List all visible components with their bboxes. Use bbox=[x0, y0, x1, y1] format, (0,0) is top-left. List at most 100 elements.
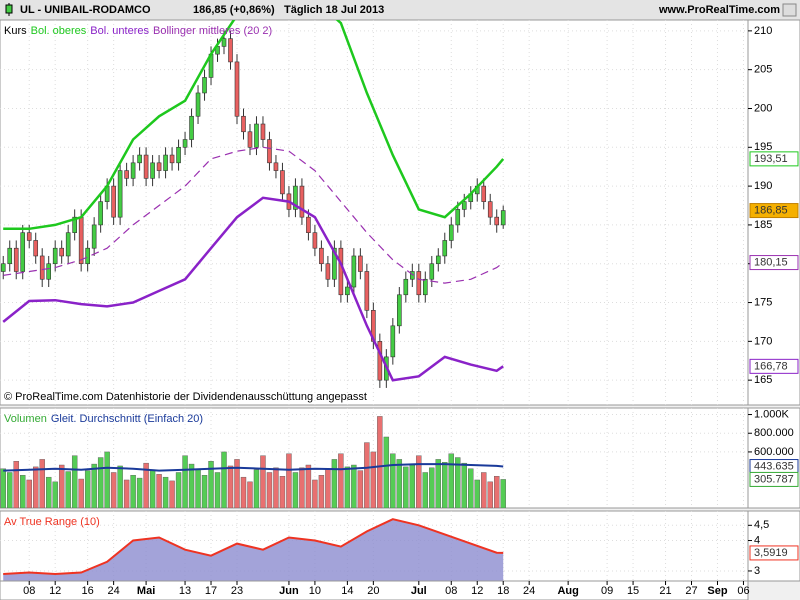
candle-body bbox=[299, 185, 305, 218]
y-tick-label: 170 bbox=[754, 335, 772, 347]
candle-body bbox=[358, 255, 363, 272]
volume-bar bbox=[338, 453, 344, 508]
candle-body bbox=[65, 232, 71, 257]
x-tick-label: 06 bbox=[737, 585, 749, 597]
volume-bar bbox=[273, 467, 279, 508]
candle-body bbox=[273, 162, 279, 171]
volume-bar bbox=[383, 436, 390, 508]
y-tick-label: 200 bbox=[754, 102, 772, 114]
volume-bar bbox=[234, 459, 240, 508]
value-marker bbox=[749, 151, 799, 167]
candle-body bbox=[280, 170, 285, 195]
candle-body bbox=[377, 341, 383, 381]
x-tick-label: 12 bbox=[471, 585, 483, 597]
volume-bar bbox=[455, 457, 461, 508]
candle-body bbox=[410, 271, 415, 280]
x-tick-label: 24 bbox=[523, 585, 535, 597]
volume-bar bbox=[494, 476, 500, 508]
candle-body bbox=[98, 201, 103, 226]
volume-bar bbox=[130, 475, 136, 508]
x-tick-label: 14 bbox=[341, 585, 353, 597]
volume-bar bbox=[403, 466, 409, 508]
candle-body bbox=[325, 263, 331, 280]
candle-body bbox=[345, 286, 350, 296]
volume-bar bbox=[33, 466, 39, 508]
y-tick-label: 205 bbox=[754, 64, 772, 76]
candle-body bbox=[448, 224, 454, 241]
volume-bar bbox=[357, 470, 364, 508]
volume-bar bbox=[188, 463, 195, 508]
volume-bar bbox=[487, 481, 493, 508]
candle-body bbox=[422, 278, 428, 296]
legend-entry: Kurs bbox=[4, 25, 27, 37]
volume-bar bbox=[39, 459, 45, 508]
candle-body bbox=[267, 139, 272, 164]
area-line bbox=[3, 518, 504, 576]
value-marker-label: 3,5919 bbox=[754, 547, 788, 559]
candle-body bbox=[487, 201, 493, 218]
candle-body bbox=[91, 224, 97, 249]
legend-entry: Bollinger mittleres (20 2) bbox=[153, 25, 272, 37]
plot bbox=[0, 20, 748, 405]
y-tick-label: 190 bbox=[754, 180, 772, 192]
volume-bar bbox=[279, 476, 286, 508]
volume-bar bbox=[247, 481, 253, 508]
menu-button[interactable] bbox=[782, 3, 797, 17]
volume-bar bbox=[104, 451, 110, 508]
y-tick-label: 185 bbox=[754, 219, 772, 231]
volume-bar bbox=[377, 416, 383, 508]
y-tick-label: 4 bbox=[754, 534, 760, 546]
candle-body bbox=[182, 139, 188, 148]
volume-bar bbox=[409, 464, 416, 508]
value-marker bbox=[749, 203, 799, 219]
x-tick-label: 10 bbox=[309, 585, 321, 597]
legend-entry: Bol. oberes bbox=[31, 25, 87, 37]
y-tick-label: 3 bbox=[754, 565, 760, 577]
candle-body bbox=[39, 255, 45, 280]
volume-bar bbox=[416, 455, 422, 508]
candle-body bbox=[332, 247, 337, 280]
value-marker-label: 443.635 bbox=[754, 460, 794, 472]
y-tick-label: 1.000K bbox=[754, 408, 790, 420]
volume-bar bbox=[299, 467, 305, 508]
volume-bar bbox=[221, 451, 227, 508]
value-marker-label: 166,78 bbox=[754, 360, 788, 372]
plot bbox=[0, 408, 748, 508]
icon bbox=[5, 4, 13, 14]
volume-bar bbox=[117, 465, 123, 508]
candle-body bbox=[111, 185, 116, 218]
candle-body bbox=[461, 201, 467, 210]
candle-body bbox=[319, 247, 324, 265]
volume-bar bbox=[481, 472, 487, 508]
candle-body bbox=[85, 247, 90, 265]
volume-bar bbox=[143, 462, 149, 508]
volume-bar bbox=[20, 475, 26, 508]
volume-bar bbox=[305, 464, 312, 508]
y-tick-label: 210 bbox=[754, 25, 772, 37]
candle-body bbox=[176, 146, 181, 164]
note: © ProRealTime.com Datenhistorie der Divi… bbox=[4, 391, 367, 403]
candle-body bbox=[137, 154, 142, 164]
candle-body bbox=[397, 294, 402, 327]
volume-bar bbox=[45, 476, 52, 508]
volume-bar bbox=[169, 480, 175, 508]
candle-body bbox=[500, 210, 506, 226]
y-tick-label: 175 bbox=[754, 296, 772, 308]
volume-bar bbox=[208, 461, 214, 508]
volume-bar bbox=[422, 472, 428, 508]
value-marker-label: 186,85 bbox=[754, 204, 788, 216]
candle-body bbox=[117, 170, 123, 218]
value-marker-label: 305.787 bbox=[754, 473, 794, 485]
volume-bar bbox=[266, 472, 273, 508]
x-tick-label: Aug bbox=[557, 585, 578, 597]
site: www.ProRealTime.com bbox=[658, 4, 780, 16]
volume-bar bbox=[448, 453, 454, 508]
candle-body bbox=[254, 123, 259, 148]
x-axis bbox=[0, 580, 749, 600]
candle-body bbox=[150, 162, 155, 179]
candle-body bbox=[221, 38, 227, 47]
volume-bar bbox=[390, 453, 396, 508]
volume-bar bbox=[149, 469, 156, 508]
value-marker-label: 193,51 bbox=[754, 153, 788, 165]
